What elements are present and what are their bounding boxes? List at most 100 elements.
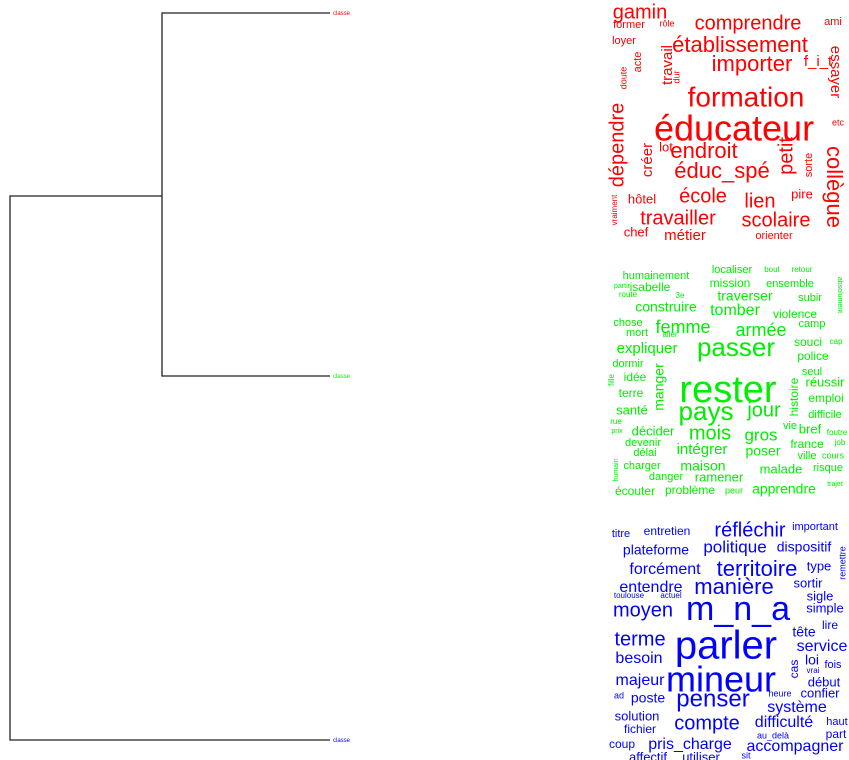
cloud-word: lien xyxy=(744,190,775,212)
cloud-word: terre xyxy=(619,386,644,400)
cloud-word: métier xyxy=(664,227,706,244)
cloud-word: utiliser xyxy=(682,749,720,760)
cloud-word: accompagner xyxy=(747,738,845,755)
cloud-word: santé xyxy=(616,402,648,417)
cloud-word: au_delà xyxy=(757,730,789,740)
cloud-word: risque xyxy=(813,462,843,474)
cloud-word: isabelle xyxy=(630,280,671,294)
cloud-word: poste xyxy=(631,690,665,706)
leaf-label-class-3: classe xyxy=(333,738,351,744)
cloud-word: sortir xyxy=(794,575,824,590)
cloud-word: territoire xyxy=(717,556,798,581)
word-cloud-class-1-red: gamin comprendre ami former rôle établissemen… xyxy=(606,1,847,244)
cloud-word: fille xyxy=(607,373,616,386)
cloud-word: cap xyxy=(830,337,843,346)
cloud-word: france xyxy=(790,437,824,451)
cloud-word: route xyxy=(619,290,638,299)
cloud-word: femme xyxy=(655,317,710,337)
cloud-word: ville xyxy=(798,450,817,462)
cloud-word: histoire xyxy=(787,377,801,416)
cloud-word: humain xyxy=(613,458,620,481)
cloud-word: heure xyxy=(768,688,791,698)
cloud-word: sit xyxy=(742,750,751,760)
cloud-word: partir xyxy=(614,283,631,290)
cloud-word: difficulté xyxy=(755,714,814,731)
cloud-word: cours xyxy=(822,450,845,460)
dendrogram-inner-branch xyxy=(161,12,330,377)
cloud-word: job xyxy=(834,438,846,447)
cloud-word: rôle xyxy=(659,18,674,28)
cloud-word: ami xyxy=(824,16,842,28)
cloud-word: actuel xyxy=(660,591,682,600)
cloud-word: vrai xyxy=(807,666,820,675)
cloud-word: comprendre xyxy=(695,12,802,34)
cloud-word: hôtel xyxy=(628,191,656,206)
cloud-word: ramener xyxy=(695,469,744,484)
cloud-word: tomber xyxy=(710,302,760,319)
cloud-word: parler xyxy=(675,624,777,668)
word-cloud-class-3-blue: titre entretien réfléchir important platefor… xyxy=(609,519,848,760)
cloud-word: emploi xyxy=(808,391,843,405)
cloud-word: expliquer xyxy=(617,340,678,357)
cloud-word: souci xyxy=(794,335,822,349)
cloud-word: pire xyxy=(791,186,813,201)
cloud-word: construire xyxy=(635,299,697,315)
cloud-word: décider xyxy=(632,423,675,438)
cloud-word: poser xyxy=(745,443,780,459)
cloud-word: police xyxy=(797,349,829,363)
cloud-word: importer xyxy=(712,51,793,76)
cloud-word: entendre xyxy=(619,579,682,596)
cloud-word: école xyxy=(679,185,727,207)
cloud-word: sigle xyxy=(807,588,834,603)
cloud-word: affectif xyxy=(629,749,667,760)
cloud-word: ad xyxy=(614,690,624,700)
cloud-word: prix xyxy=(611,428,623,435)
cloud-word: apprendre xyxy=(752,481,816,497)
cloud-word: loyer xyxy=(612,35,636,47)
cloud-word: traverser xyxy=(717,288,773,304)
cloud-word: subir xyxy=(798,292,822,304)
cloud-word: petit xyxy=(775,137,797,175)
cloud-word: humainement xyxy=(623,270,690,282)
cloud-word: violence xyxy=(773,307,817,321)
cloud-word: essayer xyxy=(827,46,844,99)
cloud-word: travailler xyxy=(640,207,716,229)
cloud-word: gamin xyxy=(613,1,667,23)
leaf-label-class-2: classe xyxy=(333,374,351,380)
cloud-word: haut xyxy=(826,716,847,728)
cloud-word: scolaire xyxy=(742,209,811,231)
cloud-word: entretien xyxy=(644,524,691,538)
cloud-word: localiser xyxy=(712,264,753,276)
cloud-word: délai xyxy=(633,447,656,459)
cloud-word: réussir xyxy=(805,374,845,389)
cloud-word: malade xyxy=(760,461,803,476)
cloud-word: travail xyxy=(659,45,676,85)
cloud-word: formation xyxy=(688,81,805,112)
cloud-word: forcément xyxy=(629,561,701,578)
cloud-word: etc xyxy=(832,117,845,127)
cloud-word: toulouse xyxy=(614,591,645,600)
cloud-word: manière xyxy=(694,574,773,599)
cloud-word: confier xyxy=(800,685,840,700)
cloud-word: rue xyxy=(610,417,622,426)
cloud-word: début xyxy=(808,674,841,689)
cloud-word: cas xyxy=(787,660,801,679)
cloud-word: manger xyxy=(651,363,667,411)
cloud-word: éduc_spé xyxy=(674,158,769,183)
cloud-word: majeur xyxy=(616,672,666,689)
cloud-word: type xyxy=(807,558,832,573)
cloud-word: service xyxy=(797,638,848,655)
cloud-word: solution xyxy=(615,708,660,723)
dendrogram-root-branch xyxy=(9,195,330,741)
cloud-word: acte xyxy=(632,52,644,73)
cloud-word: armée xyxy=(735,320,786,340)
cloud-word: danger xyxy=(649,471,684,483)
cloud-word: besoin xyxy=(615,650,662,667)
cloud-word: aller xyxy=(662,330,677,339)
cloud-word: endroit xyxy=(670,138,737,163)
cloud-word: gros xyxy=(744,425,777,444)
cloud-word: système xyxy=(767,699,827,716)
cloud-word: fois xyxy=(824,659,842,671)
cloud-word: retour xyxy=(792,265,813,274)
